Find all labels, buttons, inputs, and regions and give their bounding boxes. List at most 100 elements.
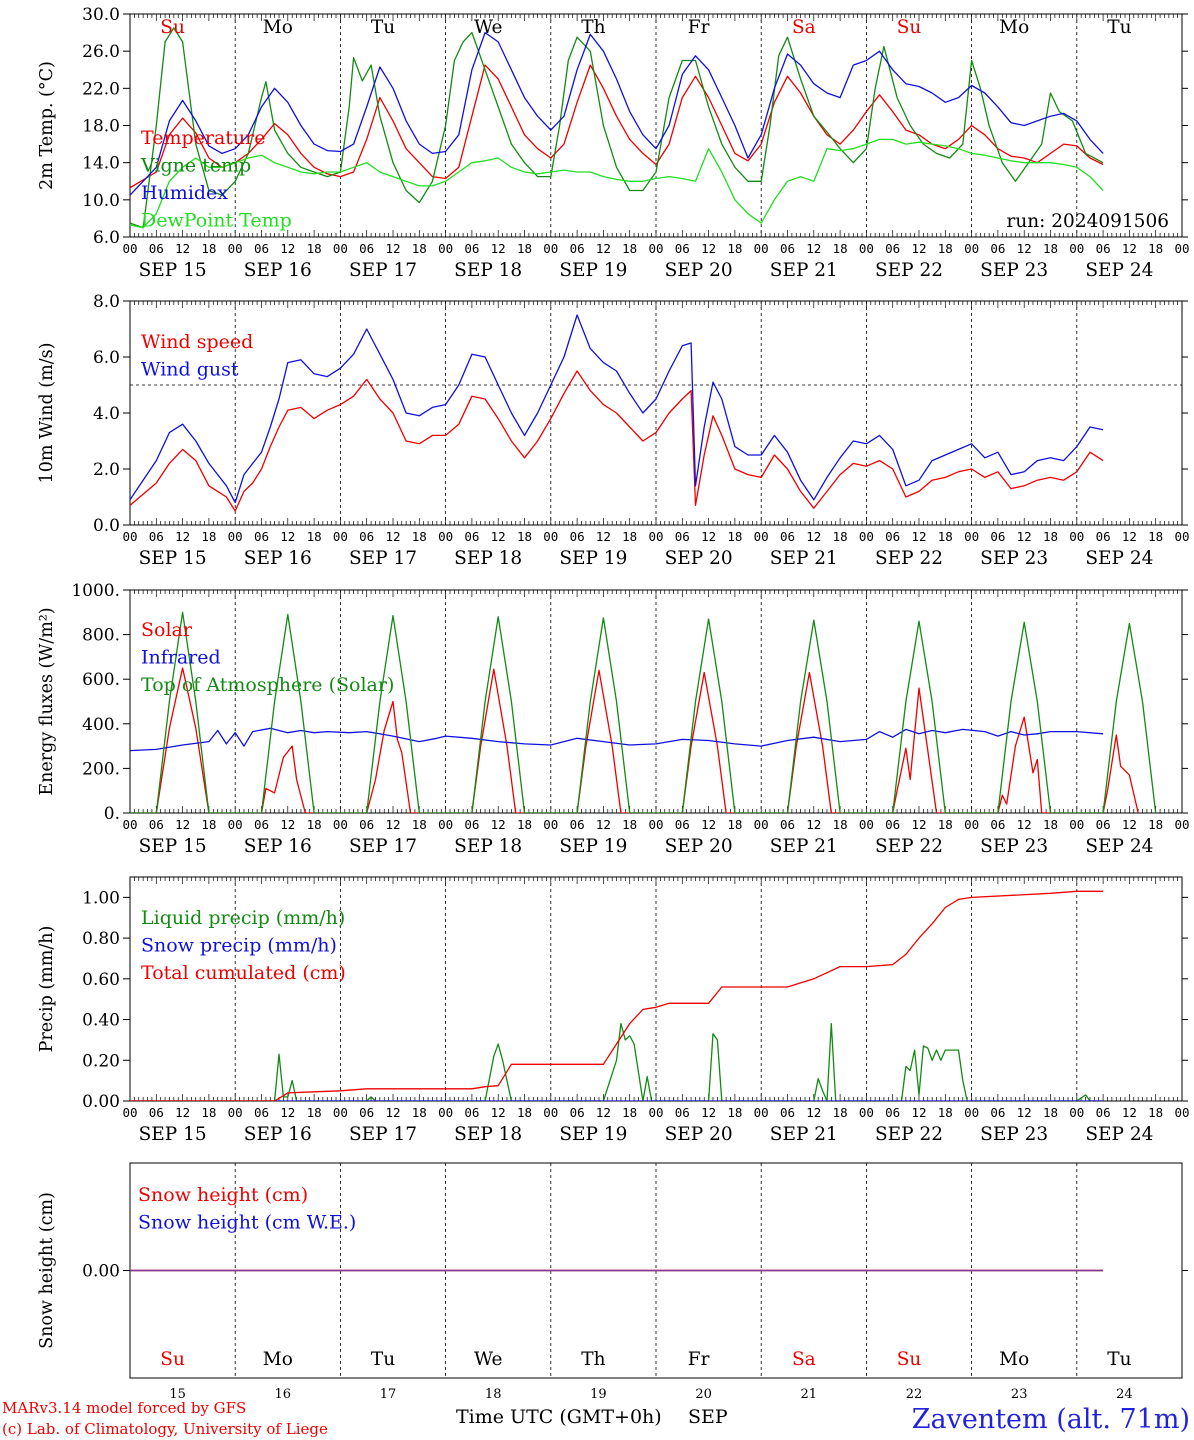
hour-label: 00	[964, 817, 979, 832]
hour-label: 12	[1122, 529, 1137, 544]
date-label: SEP 21	[770, 836, 838, 857]
day-number-label: 21	[801, 1387, 818, 1402]
hour-label: 18	[412, 817, 427, 832]
date-label: SEP 17	[349, 260, 417, 281]
hour-label: 12	[385, 529, 400, 544]
hour-label: 06	[780, 817, 795, 832]
hour-label: 18	[833, 817, 848, 832]
hour-label: 06	[885, 1105, 900, 1120]
hour-label: 12	[280, 1105, 295, 1120]
y-tick-label: 4.0	[93, 404, 120, 424]
hour-label: 12	[175, 529, 190, 544]
y-tick-label: 22.0	[82, 79, 120, 99]
hour-label: 06	[149, 529, 164, 544]
run-label: run: 2024091506	[1007, 211, 1170, 232]
day-number-label: 17	[380, 1387, 397, 1402]
weekday-label: Mo	[999, 17, 1029, 38]
hour-label: 12	[175, 241, 190, 256]
hour-label: 00	[964, 1105, 979, 1120]
hour-label: 12	[1017, 1105, 1032, 1120]
hour-label: 18	[307, 529, 322, 544]
weekday-label: Su	[897, 17, 922, 38]
weekday-label: Fr	[688, 17, 710, 38]
hour-label: 12	[701, 1105, 716, 1120]
weekday-label: Mo	[999, 1349, 1029, 1370]
weekday-label: Su	[160, 17, 185, 38]
panel-1: 00 06 12 18 00 06 12 18 00 06 12 18 00 06 12 18 00 06 12 18…	[37, 5, 1190, 281]
hour-label: 06	[1096, 241, 1111, 256]
hour-label: 12	[175, 1105, 190, 1120]
hour-label: 06	[570, 1105, 585, 1120]
hour-label: 00	[754, 817, 769, 832]
hour-label: 00	[754, 529, 769, 544]
hour-label: 12	[596, 817, 611, 832]
hour-label: 06	[1096, 817, 1111, 832]
y-tick-label: 30.0	[82, 5, 120, 25]
y-axis-label: Snow height (cm)	[37, 1192, 57, 1349]
hour-label: 06	[990, 529, 1005, 544]
hour-label: 00	[438, 241, 453, 256]
y-tick-label: 10.0	[82, 191, 120, 211]
y-tick-label: 800.	[82, 626, 120, 646]
hour-label: 06	[149, 241, 164, 256]
y-tick-label: 26.0	[82, 42, 120, 62]
hour-label: 12	[385, 1105, 400, 1120]
hour-label: 18	[1043, 1105, 1058, 1120]
hour-label: 06	[675, 1105, 690, 1120]
hour-label: 06	[464, 241, 479, 256]
hour-label: 18	[1148, 817, 1163, 832]
day-number-label: 23	[1011, 1387, 1028, 1402]
date-label: SEP 21	[770, 260, 838, 281]
hour-label: 06	[1096, 529, 1111, 544]
date-label: SEP 18	[454, 836, 522, 857]
date-label: SEP 22	[875, 548, 943, 569]
credit-line-2: (c) Lab. of Climatology, University of L…	[2, 1420, 328, 1438]
legend-entry: Top of Atmosphere (Solar)	[141, 674, 394, 696]
day-number-label: 18	[485, 1387, 502, 1402]
hour-label: 06	[885, 529, 900, 544]
date-label: SEP 20	[665, 1124, 733, 1145]
hour-label: 00	[122, 1105, 137, 1120]
hour-label: 18	[201, 241, 216, 256]
hour-label: 18	[938, 241, 953, 256]
hour-label: 00	[333, 817, 348, 832]
y-tick-label: 1000.	[71, 581, 120, 601]
hour-label: 00	[333, 1105, 348, 1120]
hour-label: 06	[359, 1105, 374, 1120]
y-tick-label: 400.	[82, 715, 120, 735]
hour-label: 00	[964, 241, 979, 256]
date-label: SEP 19	[559, 548, 627, 569]
hour-label: 12	[385, 817, 400, 832]
hour-label: 06	[254, 241, 269, 256]
date-label: SEP 16	[244, 260, 312, 281]
day-number-label: 19	[590, 1387, 607, 1402]
legend-entry: Humidex	[141, 182, 228, 204]
weekday-label: We	[474, 1349, 503, 1370]
hour-label: 18	[517, 241, 532, 256]
hour-label: 06	[990, 1105, 1005, 1120]
weekday-label: Mo	[263, 1349, 293, 1370]
hour-label: 00	[859, 817, 874, 832]
hour-label: 00	[438, 1105, 453, 1120]
hour-label: 12	[596, 1105, 611, 1120]
hour-label: 18	[938, 1105, 953, 1120]
weekday-label: Fr	[688, 1349, 710, 1370]
hour-label: 18	[1043, 817, 1058, 832]
y-tick-label: 8.0	[93, 292, 120, 312]
weekday-label: Su	[160, 1349, 185, 1370]
hour-label: 18	[938, 817, 953, 832]
series-line	[130, 314, 1104, 504]
hour-label: 18	[727, 241, 742, 256]
legend-entry: Temperature	[141, 127, 265, 149]
series-line	[130, 31, 1104, 196]
hour-label: 00	[543, 241, 558, 256]
legend-entry: Liquid precip (mm/h)	[141, 907, 345, 929]
hour-label: 18	[307, 817, 322, 832]
hour-label: 00	[122, 817, 137, 832]
hour-label: 06	[464, 1105, 479, 1120]
hour-label: 18	[517, 817, 532, 832]
panel-5: 0.00 Snow height (cm) Snow height (cm) Snow…	[37, 1162, 1188, 1402]
hour-label: 18	[727, 1105, 742, 1120]
hour-label: 06	[464, 817, 479, 832]
